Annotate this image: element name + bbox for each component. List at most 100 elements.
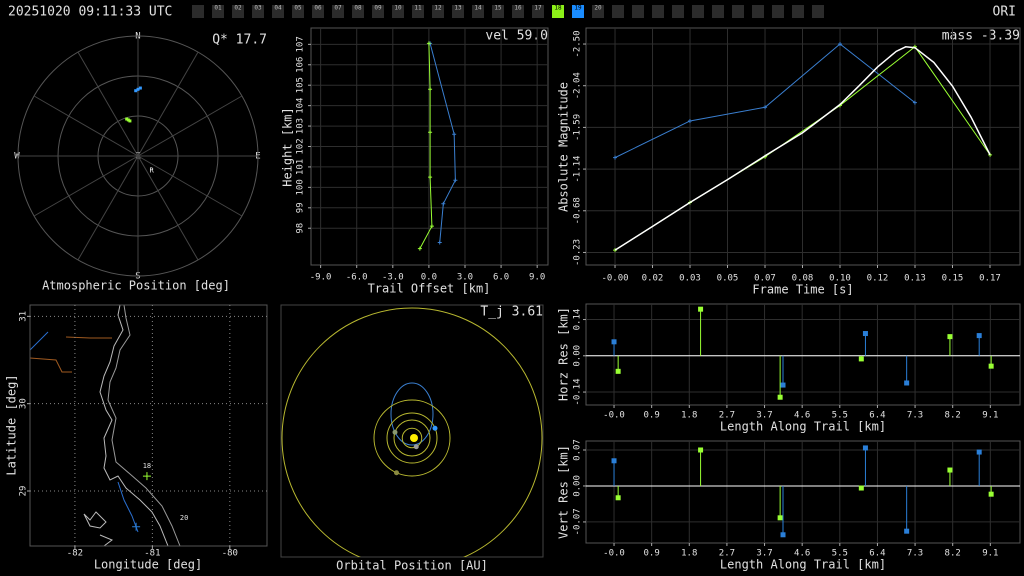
azimuth-spoke — [137, 155, 243, 217]
point — [428, 130, 433, 135]
y-tick-label: 0.07 — [573, 439, 583, 461]
stem-marker — [615, 495, 621, 501]
x-tick-label: -81 — [144, 549, 160, 559]
border — [65, 336, 112, 339]
y-tick-label: 107 — [296, 36, 306, 52]
y-tick-label: 105 — [296, 77, 306, 93]
stem-marker — [904, 380, 910, 386]
stem-marker — [611, 339, 617, 345]
x-axis-label: Length Along Trail [km] — [720, 420, 886, 434]
frame-box — [472, 5, 484, 18]
frame-label: 20 — [594, 5, 602, 12]
panel-frame — [280, 304, 544, 558]
azimuth-spoke — [137, 51, 199, 157]
track-point — [126, 118, 130, 122]
azimuth-spoke — [77, 155, 139, 261]
stem-marker — [976, 333, 982, 339]
coastline — [29, 304, 181, 547]
x-tick-label: 0.05 — [717, 274, 739, 284]
y-axis-label: Latitude [deg] — [5, 374, 19, 475]
x-tick-label: 5.5 — [832, 411, 848, 421]
border — [29, 357, 72, 373]
x-tick-label: -0.0 — [603, 411, 625, 421]
timestamp: 20251020 09:11:33 UTC — [8, 5, 172, 20]
frame-box — [792, 5, 804, 18]
x-tick-label: 3.0 — [457, 273, 473, 283]
stem-marker — [988, 491, 994, 497]
x-tick-label: 0.9 — [644, 549, 660, 559]
azimuth-spoke — [137, 95, 243, 157]
stem-marker — [780, 532, 786, 538]
x-tick-label: 5.5 — [832, 549, 848, 559]
frame-box — [432, 5, 444, 18]
azimuth-spoke — [33, 95, 139, 157]
station-label: 18 — [143, 462, 151, 470]
frame-box — [272, 5, 284, 18]
azimuth-spoke — [77, 51, 139, 157]
x-tick-label: 6.4 — [869, 411, 885, 421]
station — [142, 472, 151, 481]
y-axis-label: Height [km] — [281, 107, 295, 186]
planet — [394, 470, 399, 476]
x-tick-label: -0.00 — [601, 274, 628, 284]
x-axis-label: Trail Offset [km] — [368, 282, 491, 296]
y-tick-label: 30 — [19, 398, 29, 409]
stem-marker — [611, 458, 617, 464]
x-tick-label: 0.12 — [867, 274, 889, 284]
y-tick-label: -2.50 — [573, 30, 583, 57]
y-tick-label: 104 — [296, 98, 306, 114]
frame-label: 08 — [354, 5, 362, 12]
frame-label: 18 — [554, 5, 562, 12]
frame-box — [492, 5, 504, 18]
y-axis-label: Horz Res [km] — [557, 307, 571, 401]
y-axis-label: Vert Res [km] — [557, 445, 571, 539]
y-tick-label: 100 — [296, 179, 306, 195]
frame-label: 04 — [274, 5, 282, 12]
x-tick-label: 0.07 — [754, 274, 776, 284]
y-tick-label: -0.23 — [573, 239, 583, 266]
river — [29, 331, 49, 351]
stem-marker — [904, 528, 910, 534]
stem-marker — [862, 331, 868, 337]
frame-box — [412, 5, 424, 18]
frame-label: 13 — [454, 5, 462, 12]
x-tick-label: 2.7 — [719, 411, 735, 421]
plot-frame — [585, 440, 1021, 544]
y-tick-label: 29 — [19, 486, 29, 497]
frame-box — [252, 5, 264, 18]
point — [428, 175, 433, 180]
y-tick-label: -0.07 — [573, 508, 583, 535]
frame-box — [652, 5, 664, 18]
frame-label: 15 — [494, 5, 502, 12]
y-tick-label: -1.14 — [573, 156, 583, 183]
x-axis-label: Length Along Trail [km] — [720, 558, 886, 572]
y-tick-label: -2.04 — [573, 72, 583, 99]
frame-label: 03 — [254, 5, 262, 12]
x-tick-label: 0.10 — [829, 274, 851, 284]
stem-marker — [777, 515, 783, 521]
station: ORI — [993, 5, 1016, 20]
annotation: mass -3.39 — [942, 29, 1020, 44]
frame-label: 09 — [374, 5, 382, 12]
x-tick-label: 1.8 — [681, 549, 697, 559]
island — [83, 511, 107, 529]
coast — [107, 304, 181, 547]
planet-orbit — [393, 419, 431, 457]
y-tick-label: 98 — [296, 223, 306, 234]
frame-box — [572, 5, 584, 18]
frame-box — [672, 5, 684, 18]
frame-label: 17 — [534, 5, 542, 12]
stem-marker — [976, 449, 982, 455]
x-tick-label: 6.0 — [493, 273, 509, 283]
x-tick-label: -6.0 — [346, 273, 368, 283]
x-axis-label: Longitude [deg] — [94, 558, 202, 572]
frame-box — [532, 5, 544, 18]
x-tick-label: 9.1 — [982, 549, 998, 559]
stem-marker — [947, 334, 953, 340]
planet-orbit — [386, 412, 438, 464]
x-tick-label: 0.13 — [904, 274, 926, 284]
x-tick-label: 0.02 — [642, 274, 664, 284]
plot-frame — [585, 303, 1021, 406]
